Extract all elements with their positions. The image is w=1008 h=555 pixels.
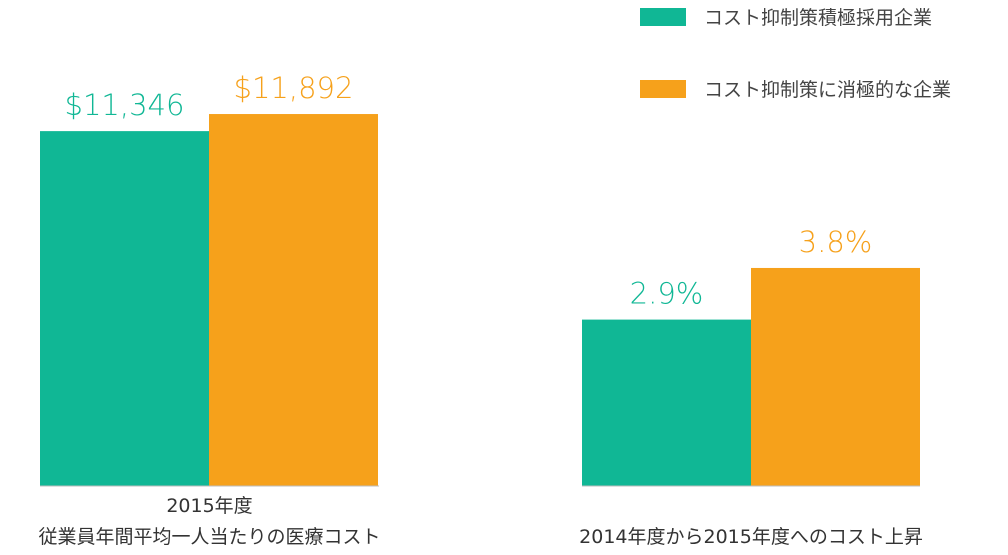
legend-swatch-2 [640, 80, 686, 98]
legend-label-2: コスト抑制策に消極的な企業 [704, 79, 951, 101]
data-label: $11,346 [65, 88, 185, 122]
chart-panel-2: 2.9% 3.8% 2014年度から2015年度へのコスト上昇 [579, 225, 923, 548]
category-label: 従業員年間平均一人当たりの医療コスト [38, 526, 380, 548]
bar-active [40, 131, 209, 486]
bar-passive [209, 114, 378, 486]
bar-active [582, 319, 751, 486]
category-label: 2015年度 [166, 495, 252, 517]
legend-label-1: コスト抑制策積極採用企業 [704, 7, 932, 29]
data-label: $11,892 [234, 71, 354, 105]
category-label: 2014年度から2015年度へのコスト上昇 [579, 526, 923, 548]
data-label: 2.9% [630, 277, 704, 311]
legend-swatch-1 [640, 8, 686, 26]
bar-passive [751, 267, 920, 486]
data-label: 3.8% [799, 225, 873, 259]
